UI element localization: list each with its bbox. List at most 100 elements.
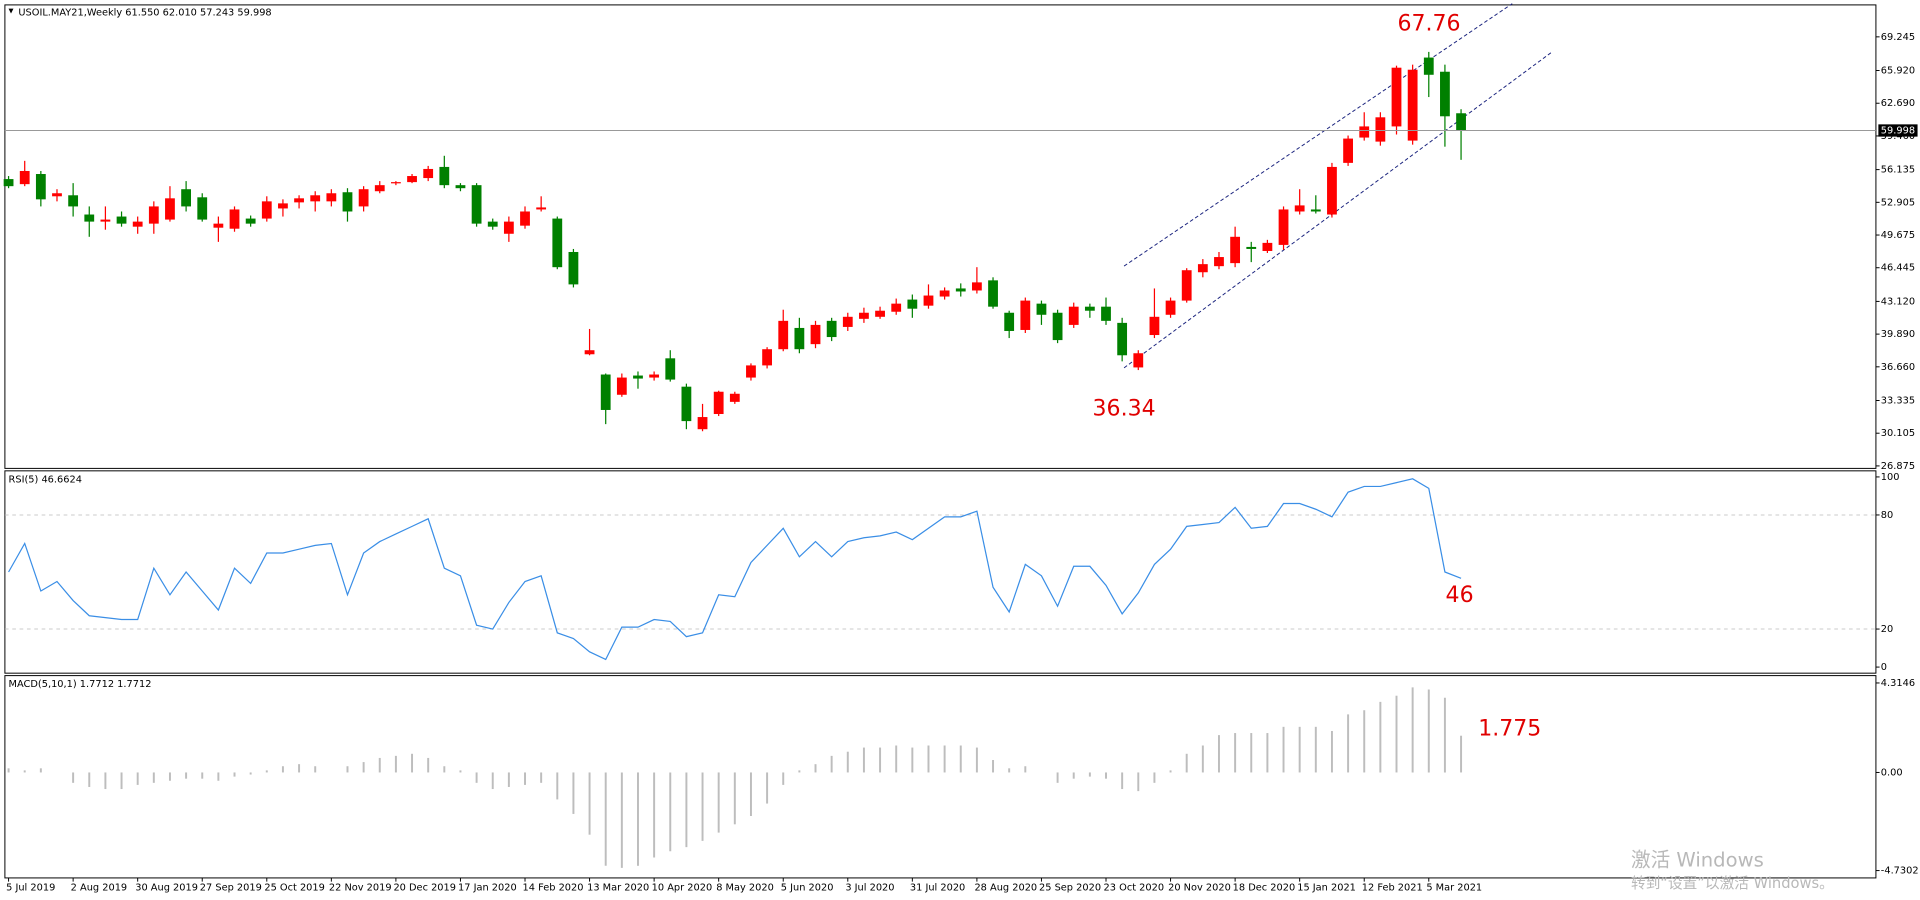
y-tick-label: 0.00 [1881, 767, 1903, 778]
candle-body [1407, 69, 1418, 141]
x-tick-label: 31 Jul 2020 [910, 883, 965, 894]
candle-body [972, 282, 982, 291]
x-tick-label: 14 Feb 2020 [523, 883, 584, 894]
candle-body [358, 189, 369, 207]
candle-body [1262, 242, 1273, 251]
candle-body [1310, 209, 1321, 212]
y-tick-label: 20 [1881, 624, 1893, 635]
candle-body [810, 324, 821, 345]
y-tick-label: 4.3146 [1881, 678, 1915, 689]
low-annotation: 36.34 [1093, 397, 1156, 422]
candle-body [665, 358, 676, 380]
channel-upper [1123, 3, 1513, 267]
menu-triangle [8, 8, 14, 14]
rsi-line [8, 478, 1462, 661]
channel-lower [1123, 51, 1553, 369]
rsi-pane [4, 470, 1877, 674]
x-tick-label: 3 Jul 2020 [845, 883, 894, 894]
y-tick-label: 39.890 [1881, 329, 1915, 340]
y-tick-label: 26.875 [1881, 461, 1915, 472]
candle-body [1423, 57, 1434, 75]
y-tick-label: 0 [1881, 662, 1887, 673]
candle-body [1165, 300, 1176, 315]
y-tick-label: 43.120 [1881, 296, 1915, 307]
x-tick-label: 8 May 2020 [716, 883, 774, 894]
candle-body [326, 193, 337, 202]
watermark-subtitle: 转到“设置”以激活 Windows。 [1631, 875, 1834, 892]
candle-body [1359, 126, 1370, 138]
candle-body [374, 185, 385, 192]
x-tick-label: 17 Jan 2020 [458, 883, 517, 894]
y-tick-label: 62.690 [1881, 98, 1915, 109]
y-tick-label: -4.7302 [1881, 866, 1919, 877]
candle-body [1343, 138, 1353, 163]
x-tick-label: 5 Mar 2021 [1426, 883, 1482, 894]
x-tick-label: 5 Jul 2019 [6, 883, 55, 894]
candle-body [407, 176, 417, 183]
y-tick-label: 30.105 [1881, 428, 1915, 439]
x-tick-label: 15 Jan 2021 [1297, 883, 1356, 894]
candle-body [3, 179, 14, 187]
candle-body [1391, 67, 1402, 127]
candle-body [859, 312, 869, 319]
rsi-annotation: 46 [1446, 583, 1474, 608]
candle-body [455, 185, 466, 189]
candle-body [584, 350, 595, 355]
candle-body [729, 393, 740, 402]
candle-body [697, 417, 708, 430]
candle-body [826, 320, 837, 338]
x-tick-label: 18 Dec 2020 [1233, 883, 1296, 894]
candle-body [471, 185, 482, 224]
candle-body [1101, 306, 1111, 321]
candle-body [1440, 71, 1450, 117]
candle-body [294, 198, 304, 203]
candle-body [649, 374, 660, 378]
y-tick-label: 56.135 [1881, 165, 1915, 176]
candle-body [842, 316, 853, 327]
candle-body [1149, 316, 1160, 336]
candle-body [633, 375, 643, 379]
candle-body [552, 218, 563, 268]
candle-body [68, 195, 79, 207]
candle-body [600, 374, 611, 410]
candle-body [165, 198, 175, 220]
x-tick-label: 27 Sep 2019 [200, 883, 262, 894]
x-tick-label: 25 Oct 2019 [264, 883, 325, 894]
y-tick-label: 33.335 [1881, 395, 1915, 406]
candle-body [907, 299, 918, 309]
x-tick-label: 23 Oct 2020 [1104, 883, 1165, 894]
x-tick-label: 2 Aug 2019 [71, 883, 127, 894]
candle-body [794, 327, 805, 350]
candle-body [1020, 300, 1031, 330]
high-annotation: 67.76 [1397, 12, 1460, 37]
candle-body [245, 218, 256, 224]
macd-pane [4, 675, 1877, 879]
candle-body [616, 377, 627, 395]
candle-body [746, 365, 756, 378]
x-tick-label: 28 Aug 2020 [974, 883, 1037, 894]
watermark-title: 激活 Windows [1631, 848, 1764, 871]
candle-body [875, 310, 885, 317]
candle-body [1052, 312, 1063, 341]
candle-body [923, 295, 934, 306]
candle-body [1133, 353, 1144, 368]
candle-body [116, 216, 127, 224]
candle-body [520, 211, 530, 226]
current-price-box [1878, 124, 1918, 137]
candle-body [1181, 270, 1192, 301]
x-tick-label: 13 Mar 2020 [587, 883, 649, 894]
candle-body [939, 290, 950, 297]
price-pane [4, 4, 1877, 469]
candle-body [1246, 246, 1257, 249]
candle-body [19, 170, 30, 185]
candle-body [1214, 257, 1224, 267]
candle-body [278, 203, 288, 209]
candle-body [310, 195, 321, 202]
candle-body [891, 303, 902, 312]
candle-body [713, 391, 724, 415]
candle-body [197, 197, 208, 220]
candle-body [261, 201, 272, 219]
candle-body [52, 193, 62, 197]
candle-body [955, 288, 966, 292]
y-tick-label: 69.245 [1881, 32, 1915, 43]
